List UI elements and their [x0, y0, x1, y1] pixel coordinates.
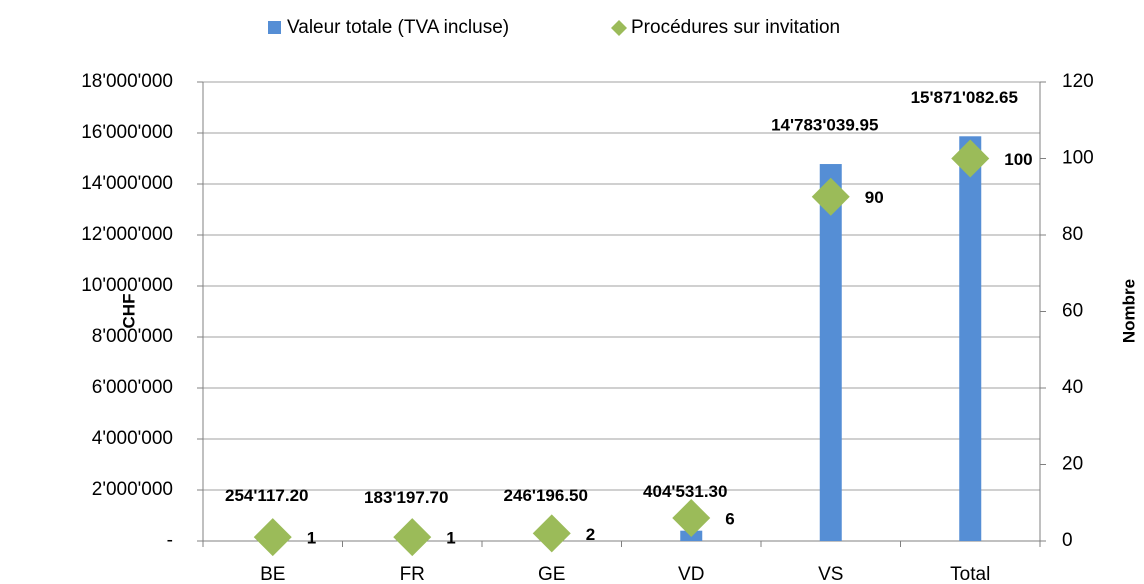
x-tick-label: VS [818, 564, 843, 584]
point-value-label: 2 [586, 525, 595, 544]
y-tick-label: 18'000'000 [81, 71, 173, 92]
bar-value-label: 404'531.30 [643, 482, 727, 501]
diamond-marker [253, 518, 292, 557]
y2-axis-title: Nombre [1119, 279, 1138, 343]
diamond-marker [672, 499, 711, 538]
diamond-marker [532, 514, 571, 553]
bar-value-label: 246'196.50 [504, 486, 588, 505]
diamond-marker [811, 177, 850, 216]
point-value-label: 100 [1004, 150, 1032, 169]
point-value-label: 6 [725, 510, 734, 529]
y-tick-label: 16'000'000 [81, 122, 173, 143]
legend-label: Procédures sur invitation [631, 17, 840, 38]
y2-tick-label: 40 [1062, 377, 1083, 398]
y2-tick-label: 0 [1062, 530, 1073, 551]
point-value-label: 90 [865, 188, 884, 207]
y2-tick-label: 100 [1062, 148, 1094, 169]
x-tick-label: Total [950, 564, 990, 584]
y2-tick-label: 80 [1062, 224, 1083, 245]
y-tick-label: 8'000'000 [92, 326, 173, 347]
bar-value-label: 254'117.20 [225, 486, 308, 505]
y-tick-label: 2'000'000 [92, 479, 173, 500]
point-value-label: 1 [307, 529, 316, 548]
bar-value-label: 15'871'082.65 [911, 88, 1018, 107]
y-tick-label: - [167, 530, 173, 551]
y-tick-label: 12'000'000 [81, 224, 173, 245]
bar [819, 164, 842, 542]
point-value-label: 1 [446, 529, 455, 548]
x-tick-label: VD [678, 564, 704, 584]
x-tick-label: FR [400, 564, 425, 584]
bar-value-label: 183'197.70 [364, 488, 448, 507]
y-tick-label: 6'000'000 [92, 377, 173, 398]
y2-tick-label: 120 [1062, 71, 1094, 92]
legend-label: Valeur totale (TVA incluse) [287, 17, 509, 38]
legend-swatch [268, 21, 281, 34]
y-tick-label: 4'000'000 [92, 428, 173, 449]
x-tick-label: BE [260, 564, 285, 584]
diamond-marker [393, 518, 432, 557]
bar [959, 136, 982, 541]
x-tick-label: GE [538, 564, 565, 584]
y-tick-label: 14'000'000 [81, 173, 173, 194]
y-axis-title: CHF [119, 294, 138, 329]
y2-tick-label: 60 [1062, 301, 1083, 322]
legend-swatch [611, 20, 627, 36]
y2-tick-label: 20 [1062, 454, 1083, 475]
diamond-marker [951, 139, 990, 178]
bar-value-label: 14'783'039.95 [771, 116, 878, 135]
y-tick-label: 10'000'000 [81, 275, 173, 296]
